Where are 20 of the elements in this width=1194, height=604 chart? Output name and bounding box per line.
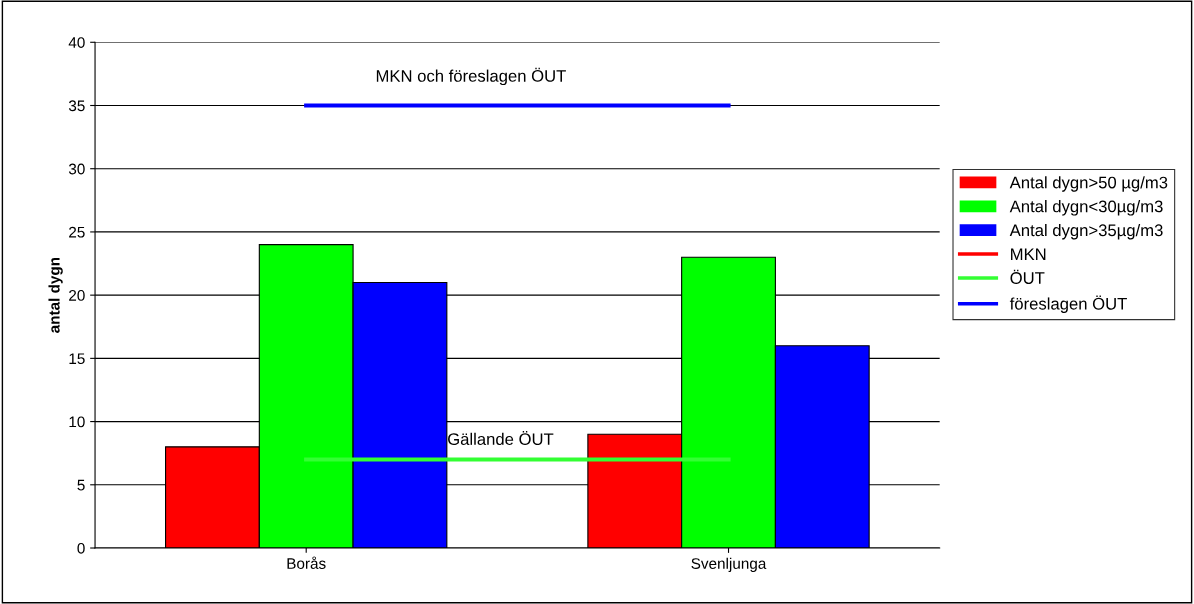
- legend-label: Antal dygn<30µg/m3: [1009, 200, 1163, 216]
- legend-label: MKN: [1011, 248, 1046, 260]
- legend-label: Antal dygn>35µg/m3: [1009, 223, 1163, 240]
- y-tick-label: 25: [69, 226, 85, 238]
- y-tick-label: 10: [69, 416, 85, 428]
- x-tick-label: Borås: [287, 556, 326, 569]
- y-tick-label: 5: [77, 479, 85, 491]
- x-tick-label: Svenljunga: [691, 557, 767, 572]
- y-tick-label: 35: [68, 100, 85, 112]
- y-tick-label: 30: [68, 163, 85, 175]
- y-tick-label: 15: [69, 353, 85, 365]
- legend-label: ÖUT: [1010, 269, 1045, 284]
- y-tick-label: 20: [69, 290, 85, 301]
- annotation: Gällande ÖUT: [448, 430, 554, 446]
- y-tick-label: 0: [77, 542, 85, 554]
- y-axis-title: antal dygn: [48, 257, 63, 333]
- legend-label: föreslagen ÖUT: [1009, 295, 1127, 313]
- legend-label: Antal dygn>50 µg/m3: [1009, 176, 1168, 192]
- y-tick-label: 40: [68, 37, 85, 48]
- annotation: MKN och föreslagen ÖUT: [376, 67, 566, 86]
